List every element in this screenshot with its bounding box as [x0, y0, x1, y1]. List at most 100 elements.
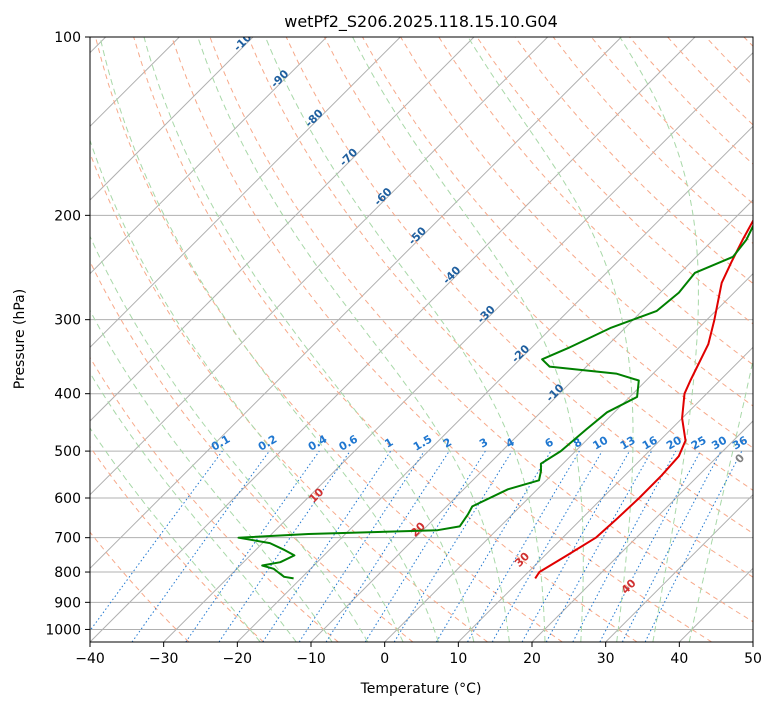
- mixing-ratio-line: [131, 450, 270, 642]
- isotherm-line: [457, 346, 753, 642]
- dry-adiabat-line: [209, 37, 753, 623]
- isotherm-line: [90, 37, 549, 496]
- mixing-ratio-line: [572, 450, 677, 642]
- adiabat-label: -60: [371, 185, 394, 208]
- dry-adiabat-line: [90, 260, 414, 642]
- isotherm-line: [163, 51, 753, 642]
- dry-adiabat-line: [743, 37, 753, 47]
- mixing-ratio-line: [218, 450, 351, 642]
- moist-adiabat-line: [688, 357, 753, 642]
- mixing-ratio-line: [185, 450, 320, 642]
- x-tick-label: 40: [670, 651, 688, 667]
- dry-adiabat-line: [667, 37, 753, 126]
- x-tick-label: −40: [75, 651, 105, 667]
- y-tick-label: 200: [54, 208, 81, 224]
- y-tick-label: 700: [54, 531, 81, 547]
- x-tick-label: −20: [223, 651, 253, 667]
- mixing-ratio-label: 0.6: [337, 432, 361, 453]
- dry-adiabat-line: [95, 37, 563, 642]
- x-tick-label: −30: [149, 651, 179, 667]
- moist-adiabat-line: [619, 37, 699, 642]
- adiabat-label: 40: [619, 576, 639, 596]
- dry-adiabat-line: [247, 37, 753, 578]
- moist-adiabat-line: [90, 309, 333, 642]
- plot-grid: [90, 37, 753, 642]
- isotherm-line: [605, 493, 753, 642]
- mixing-ratio-label: 13: [618, 434, 638, 453]
- sounding-curves: [237, 218, 753, 580]
- y-tick-label: 1000: [45, 622, 81, 638]
- mixing-ratio-label: 25: [689, 434, 709, 453]
- mixing-ratio-line: [599, 450, 701, 642]
- x-tick-label: −10: [296, 651, 326, 667]
- dry-adiabat-line: [90, 445, 264, 642]
- y-axis: 100 200 300 400 500 600 700 800 900 1000: [45, 30, 90, 638]
- moist-adiabat-line: [143, 37, 475, 642]
- dewpoint-series-line: [237, 223, 753, 580]
- y-tick-label: 300: [54, 313, 81, 329]
- y-tick-label: 800: [54, 565, 81, 581]
- isotherm-line: [90, 37, 622, 570]
- adiabat-label: -100: [231, 25, 260, 54]
- isotherm-line: [90, 37, 401, 349]
- dry-adiabat-line: [133, 37, 638, 642]
- mixing-ratio-label: 6: [543, 435, 556, 450]
- mixing-ratio-line: [262, 450, 392, 642]
- background-line-labels: 0.1 0.2 0.4 0.6 1 1.5 2 3 4 6 8 10 13 16 20 25 30 36-100-…: [209, 25, 750, 597]
- dry-adiabat-line: [400, 37, 753, 407]
- isotherm-line: [531, 420, 753, 642]
- x-axis-label: Temperature (°C): [360, 681, 482, 697]
- mixing-ratio-label: 16: [640, 433, 660, 452]
- x-axis: −40 −30 −20 −10 0 10 20 30 40 50: [75, 642, 762, 667]
- x-tick-label: 50: [744, 651, 762, 667]
- moist-adiabat-line: [352, 37, 584, 642]
- dry-adiabat-line: [438, 37, 753, 366]
- adiabat-label: 30: [512, 549, 532, 569]
- moist-adiabat-line: [90, 371, 297, 642]
- dry-adiabat-line: [362, 37, 753, 449]
- mixing-ratio-label: 10: [590, 433, 610, 452]
- mixing-ratio-line: [545, 450, 653, 642]
- mixing-ratio-line: [393, 450, 513, 642]
- mixing-ratio-line: [90, 450, 223, 632]
- adiabat-label: -50: [406, 224, 429, 247]
- y-tick-label: 900: [54, 595, 81, 611]
- dry-adiabat-line: [514, 37, 753, 285]
- mixing-ratio-line: [521, 450, 630, 642]
- isotherm-line: [236, 125, 753, 642]
- dry-adiabat-line: [171, 37, 712, 642]
- y-tick-label: 600: [54, 491, 81, 507]
- temperature-series-line: [534, 218, 753, 579]
- x-tick-label: 30: [597, 651, 615, 667]
- moist-adiabat-line: [467, 37, 634, 642]
- adiabat-label: -40: [440, 263, 463, 286]
- x-tick-label: 10: [449, 651, 467, 667]
- y-tick-label: 500: [54, 444, 81, 460]
- adiabat-label: -80: [303, 106, 326, 129]
- isotherm-line: [678, 567, 753, 642]
- mixing-ratio-label: 30: [709, 433, 729, 452]
- moist-adiabat-line: [197, 37, 510, 642]
- dry-adiabat-line: [90, 151, 488, 642]
- mixing-ratio-line: [644, 450, 743, 642]
- mixing-ratio-line: [325, 450, 450, 642]
- mixing-ratio-label: 36: [730, 433, 750, 452]
- plot-frame: [89, 36, 754, 643]
- moist-adiabat-line: [90, 138, 404, 642]
- isotherm-line: [752, 641, 753, 642]
- dry-adiabat-line: [90, 356, 339, 642]
- mixing-ratio-label: 1.5: [411, 433, 434, 454]
- mixing-ratio-label: 3: [477, 436, 490, 451]
- y-tick-label: 400: [54, 387, 81, 403]
- adiabat-label: -70: [337, 146, 360, 169]
- isotherm-line: [90, 37, 328, 275]
- dry-adiabat-line: [590, 37, 753, 205]
- dry-adiabat-line: [90, 531, 190, 642]
- moist-adiabat-line: [90, 427, 261, 642]
- moist-adiabat-line: [90, 235, 369, 642]
- chart-title: wetPf2_S206.2025.118.15.10.G04: [284, 12, 558, 32]
- x-tick-label: 20: [523, 651, 541, 667]
- adiabat-label: 0: [733, 451, 748, 466]
- mixing-ratio-label: 0.1: [209, 433, 232, 454]
